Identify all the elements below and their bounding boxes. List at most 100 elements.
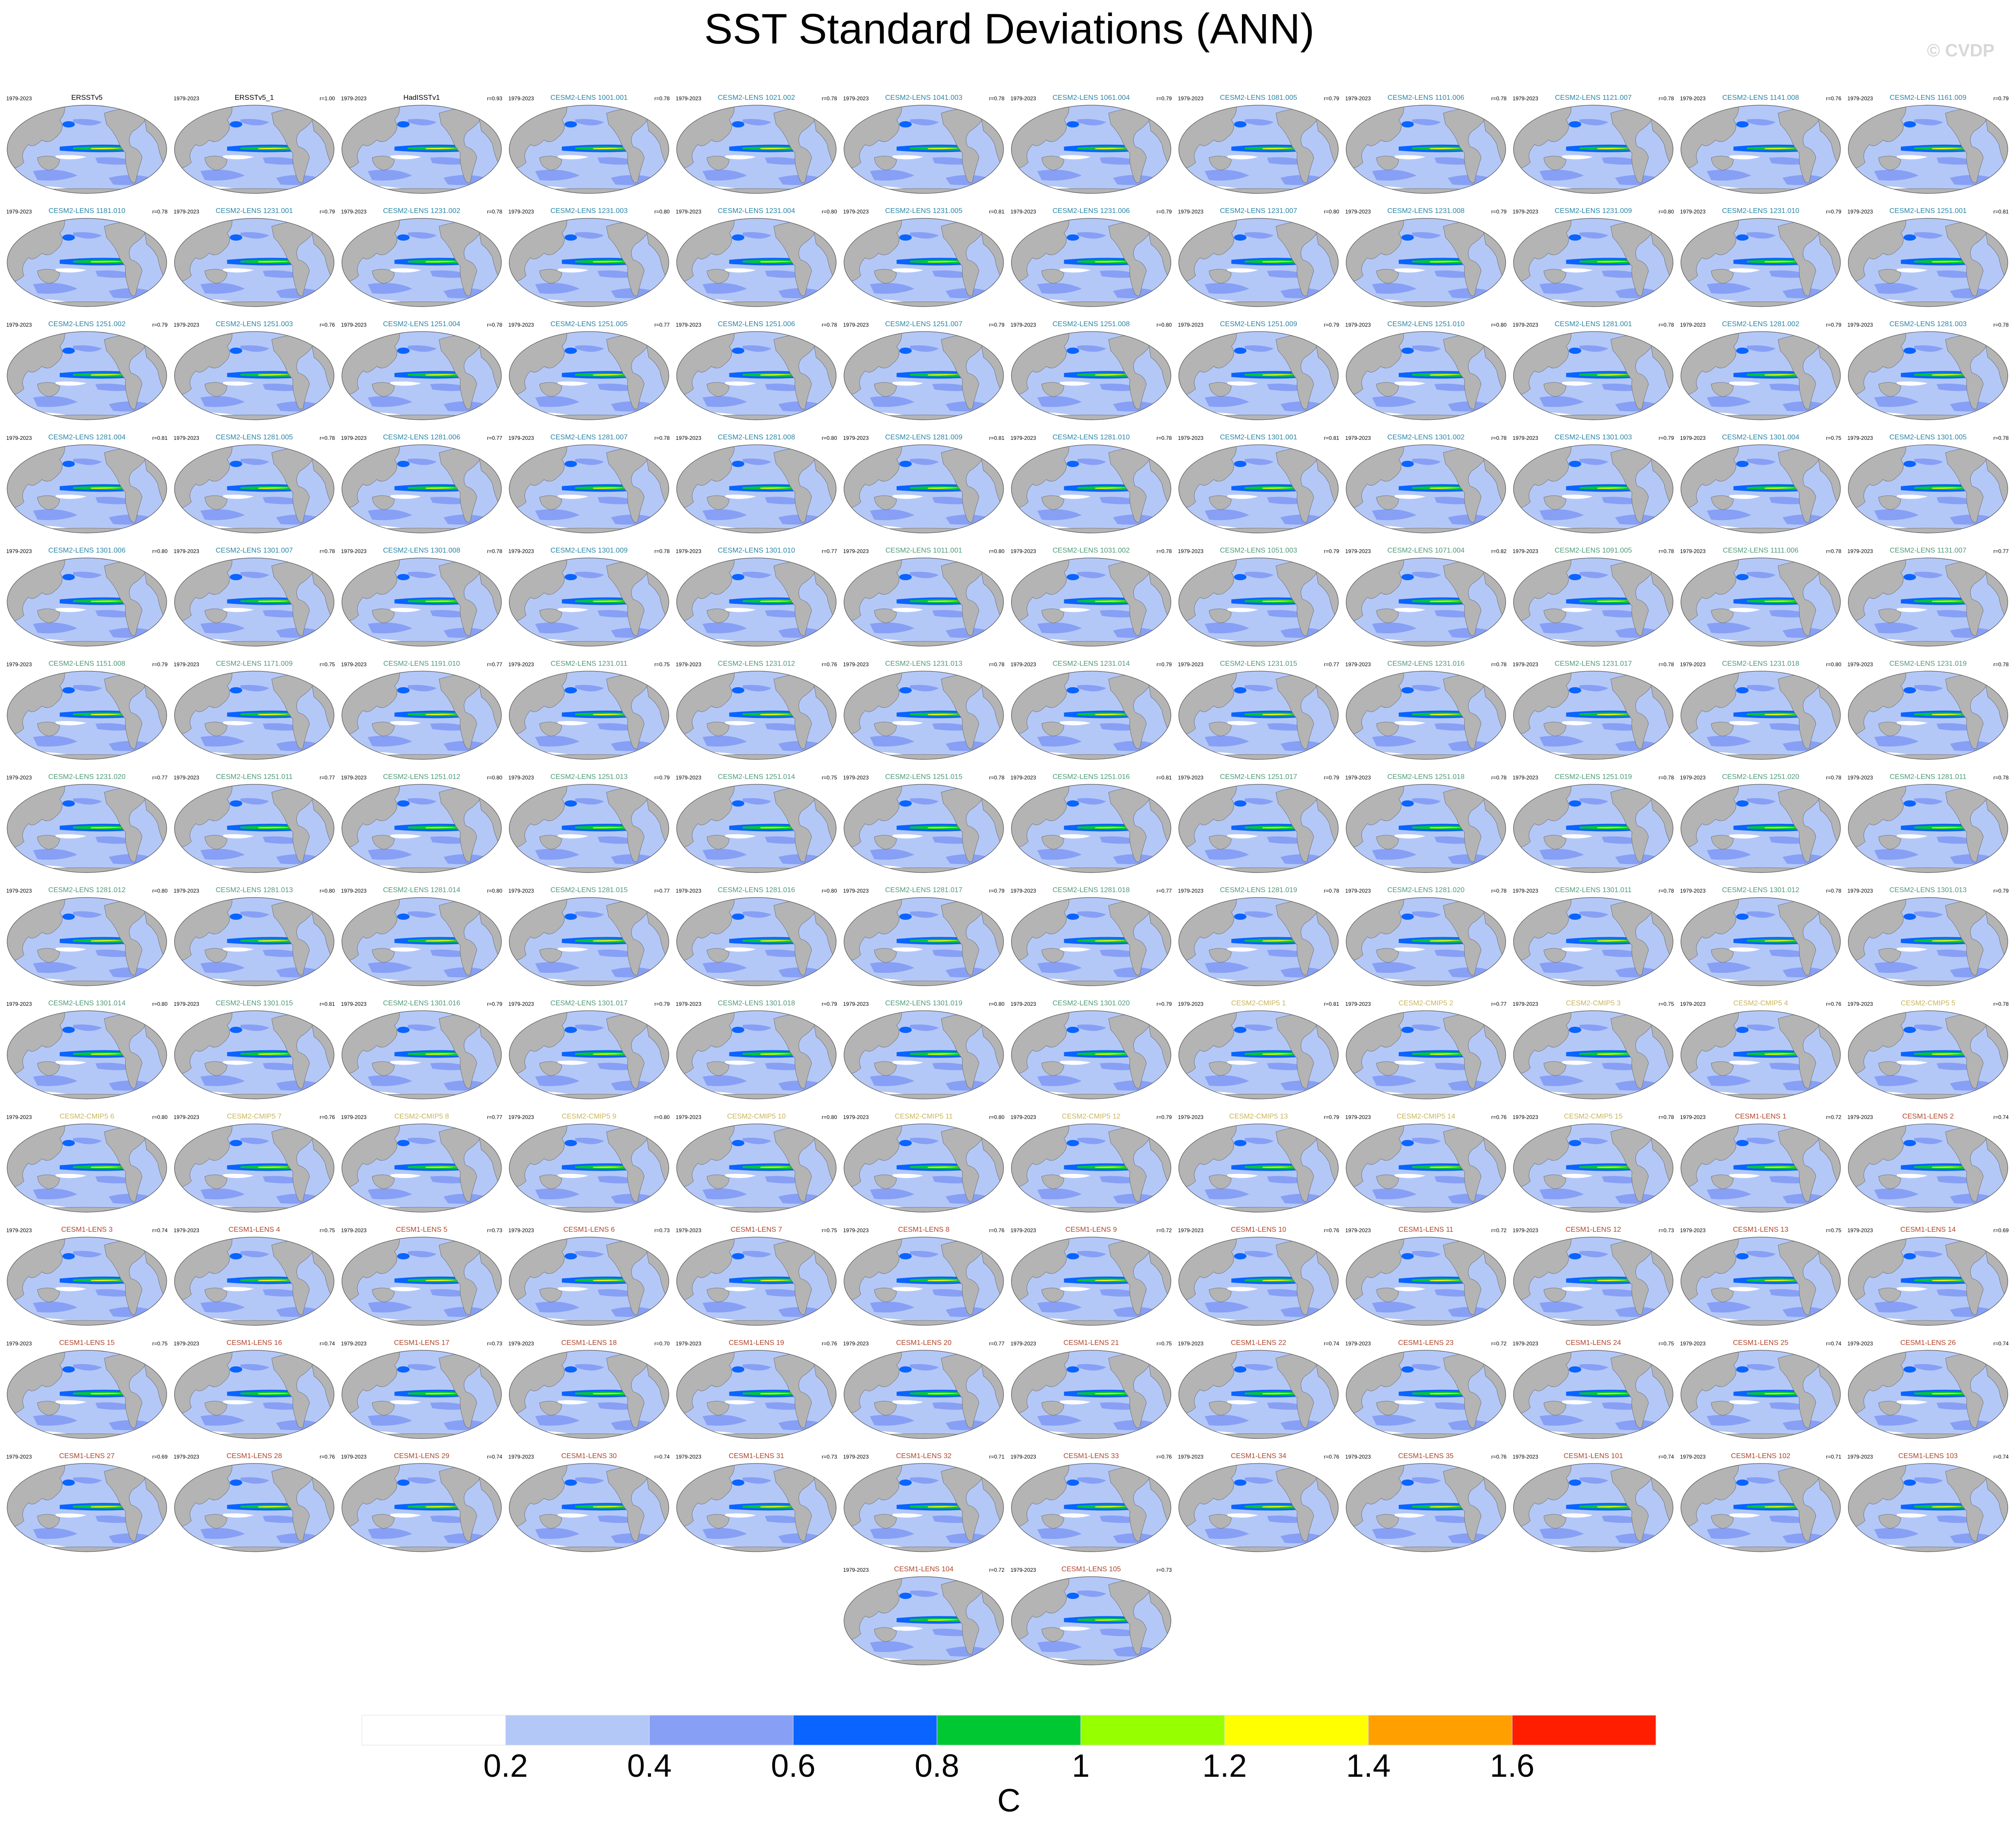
panel-period: 1979-2023 (508, 209, 534, 215)
panel: 1979-2023 CESM2-CMIP5 8 r=0.77 (341, 1113, 503, 1213)
panel-correlation: r=0.74 (487, 1454, 503, 1460)
map (1512, 1349, 1674, 1439)
panel-period: 1979-2023 (341, 1227, 367, 1234)
panel-period: 1979-2023 (1011, 1454, 1037, 1460)
panel-correlation: r=0.75 (152, 1340, 168, 1347)
map (1512, 1123, 1674, 1213)
map (1512, 444, 1674, 534)
panel-correlation: r=0.79 (152, 661, 168, 668)
panel-correlation: r=0.79 (654, 1001, 670, 1007)
panel-name: CESM2-CMIP5 1 (1231, 1000, 1286, 1007)
map (6, 331, 168, 421)
map (676, 1463, 837, 1553)
panel-period: 1979-2023 (1848, 1227, 1873, 1234)
panel-period: 1979-2023 (1011, 661, 1037, 668)
panel-period: 1979-2023 (1680, 209, 1706, 215)
map (508, 331, 670, 421)
panel: 1979-2023 CESM1-LENS 23 r=0.72 (1345, 1339, 1507, 1439)
panel-correlation: r=0.76 (1156, 1454, 1172, 1460)
panel-correlation: r=0.75 (1826, 1227, 1842, 1234)
panel-name: CESM1-LENS 6 (563, 1226, 615, 1234)
panel-name: CESM2-LENS 1151.008 (49, 660, 125, 668)
panel-period: 1979-2023 (6, 1454, 32, 1460)
map (1011, 444, 1172, 534)
panel: 1979-2023 CESM2-LENS 1231.019 r=0.78 (1848, 660, 2009, 760)
panel-correlation: r=0.77 (654, 322, 670, 328)
panel-name: CESM1-LENS 22 (1231, 1339, 1287, 1347)
panel-name: CESM2-CMIP5 2 (1398, 1000, 1453, 1007)
map (1345, 557, 1507, 647)
map (508, 557, 670, 647)
map (676, 557, 837, 647)
map (843, 1010, 1004, 1100)
panel-name: CESM2-LENS 1231.019 (1889, 660, 1967, 668)
panel-period: 1979-2023 (6, 888, 32, 894)
map (1848, 897, 2009, 987)
panel-name: CESM1-LENS 13 (1733, 1226, 1789, 1234)
panel: 1979-2023 CESM2-LENS 1251.011 r=0.77 (174, 773, 335, 873)
map (1512, 897, 1674, 987)
panel-correlation: r=0.80 (989, 1001, 1005, 1007)
map (1011, 104, 1172, 194)
panel-period: 1979-2023 (508, 1001, 534, 1007)
panel-name: CESM2-LENS 1251.019 (1555, 773, 1632, 781)
panel-period: 1979-2023 (1848, 1454, 1873, 1460)
panel-correlation: r=0.80 (989, 548, 1005, 554)
map (508, 1463, 670, 1553)
panel-period: 1979-2023 (6, 1001, 32, 1007)
map (1011, 217, 1172, 307)
map (1178, 670, 1339, 760)
panel-correlation: r=0.80 (1491, 322, 1507, 328)
panel-period: 1979-2023 (1178, 1114, 1204, 1120)
panel: 1979-2023 CESM2-LENS 1231.003 r=0.80 (508, 207, 670, 307)
map (341, 331, 502, 421)
panel-period: 1979-2023 (1345, 95, 1371, 102)
map (676, 897, 837, 987)
panel-period: 1979-2023 (1345, 1114, 1371, 1120)
panel: 1979-2023 CESM2-LENS 1281.003 r=0.78 (1848, 320, 2009, 421)
panel: 1979-2023 CESM1-LENS 17 r=0.73 (341, 1339, 503, 1439)
panel-name: CESM1-LENS 19 (729, 1339, 784, 1347)
panel-correlation: r=0.76 (320, 1454, 335, 1460)
panel-correlation: r=0.72 (989, 1567, 1005, 1573)
panel-period: 1979-2023 (1011, 1340, 1037, 1347)
panel-period: 1979-2023 (1345, 548, 1371, 554)
map (174, 1463, 335, 1553)
panel-period: 1979-2023 (174, 1001, 200, 1007)
panel-correlation: r=0.75 (1826, 435, 1842, 441)
panel-correlation: r=0.77 (487, 435, 503, 441)
panel-correlation: r=0.75 (1659, 1340, 1674, 1347)
panel-correlation: r=0.78 (822, 322, 837, 328)
panel: 1979-2023 CESM2-LENS 1231.009 r=0.80 (1512, 207, 1674, 307)
panel-name: CESM2-LENS 1281.020 (1387, 886, 1465, 894)
map (341, 217, 502, 307)
panel-period: 1979-2023 (341, 1001, 367, 1007)
panel-name: CESM2-LENS 1281.002 (1722, 320, 1799, 328)
panel: 1979-2023 CESM2-LENS 1251.015 r=0.78 (843, 773, 1004, 873)
panel-name: CESM2-LENS 1161.009 (1889, 94, 1966, 102)
panel-correlation: r=0.80 (152, 888, 168, 894)
panel-name: CESM2-LENS 1301.003 (1555, 434, 1632, 441)
panel-name: ERSSTv5 (71, 94, 102, 102)
panel-correlation: r=0.81 (989, 209, 1005, 215)
map (341, 1349, 502, 1439)
panel-correlation: r=0.78 (1659, 1114, 1674, 1120)
panel: 1979-2023 CESM1-LENS 18 r=0.70 (508, 1339, 670, 1439)
panel: 1979-2023 CESM1-LENS 26 r=0.74 (1848, 1339, 2009, 1439)
panel-name: CESM2-LENS 1231.010 (1722, 207, 1799, 215)
map (6, 1236, 168, 1326)
map (1848, 670, 2009, 760)
panel-correlation: r=0.75 (320, 661, 335, 668)
panel: 1979-2023 CESM2-LENS 1231.004 r=0.80 (676, 207, 837, 307)
panel-name: CESM2-LENS 1171.009 (216, 660, 292, 668)
panel-name: CESM2-LENS 1281.010 (1053, 434, 1130, 441)
panel-correlation: r=0.80 (320, 888, 335, 894)
map (1512, 104, 1674, 194)
panel-correlation: r=0.78 (1826, 888, 1842, 894)
map (843, 897, 1004, 987)
panel-name: CESM1-LENS 9 (1065, 1226, 1117, 1234)
watermark: © CVDP (1927, 41, 1995, 61)
map (843, 331, 1004, 421)
panel-name: CESM1-LENS 18 (561, 1339, 617, 1347)
